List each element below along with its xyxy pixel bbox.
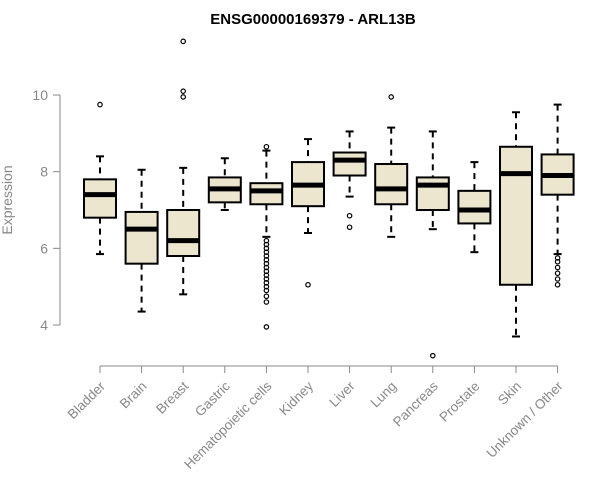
- outlier-point: [554, 258, 561, 265]
- outlier-point: [554, 270, 561, 277]
- y-axis-label: Expression: [0, 165, 15, 234]
- x-tick-label: Skin: [495, 379, 524, 408]
- box-kidney: [291, 138, 325, 288]
- x-tick-label: Breast: [153, 378, 191, 416]
- box-liver: [332, 130, 367, 231]
- iqr-box: [374, 163, 409, 206]
- iqr-box: [166, 209, 201, 258]
- outlier-point: [346, 212, 353, 219]
- outlier-point: [305, 281, 311, 288]
- outlier-point: [554, 281, 561, 288]
- box-bladder: [83, 101, 117, 256]
- box-prostate: [457, 161, 492, 254]
- outlier-point: [97, 101, 103, 108]
- box-skin: [499, 111, 533, 338]
- outlier-point: [263, 293, 270, 300]
- outlier-point: [346, 224, 353, 231]
- outlier-point: [263, 287, 270, 294]
- x-tick-label: Liver: [326, 378, 358, 410]
- outlier-point: [388, 94, 395, 100]
- iqr-box: [499, 145, 533, 286]
- outlier-point: [180, 38, 187, 45]
- chart-title: ENSG00000169379 - ARL13B: [210, 11, 416, 28]
- iqr-box: [415, 176, 450, 212]
- outlier-point: [263, 324, 270, 330]
- y-tick-label: 8: [40, 164, 48, 180]
- x-tick-label: Brain: [117, 379, 150, 412]
- box-breast: [166, 38, 201, 296]
- x-tick-label: Lung: [367, 379, 399, 411]
- iqr-box: [457, 189, 492, 225]
- y-tick-label: 6: [40, 240, 48, 256]
- box-pancreas: [415, 130, 450, 359]
- x-tick-label: Unknown / Other: [483, 378, 566, 461]
- outlier-point: [263, 143, 270, 150]
- x-tick-label: Bladder: [65, 378, 109, 422]
- iqr-box: [249, 182, 284, 206]
- box-gastric: [207, 157, 242, 212]
- outlier-point: [180, 94, 187, 100]
- x-tick-label: Gastric: [192, 378, 233, 419]
- y-tick-label: 4: [40, 317, 48, 333]
- box-lung: [374, 94, 409, 238]
- y-tick-label: 10: [32, 87, 48, 103]
- box-brain: [124, 168, 159, 313]
- outlier-point: [429, 352, 436, 359]
- outlier-point: [554, 264, 561, 271]
- box-hematopoietic-cells: [249, 143, 284, 330]
- x-tick-label: Pancreas: [390, 378, 441, 429]
- x-tick-label: Kidney: [276, 378, 316, 418]
- x-tick-label: Prostate: [436, 379, 482, 425]
- outlier-point: [180, 88, 187, 94]
- box-unknown-other: [540, 103, 575, 288]
- iqr-box: [83, 178, 117, 219]
- outlier-point: [554, 276, 561, 282]
- iqr-box: [332, 151, 367, 177]
- iqr-box: [124, 210, 159, 265]
- outlier-point: [263, 299, 270, 305]
